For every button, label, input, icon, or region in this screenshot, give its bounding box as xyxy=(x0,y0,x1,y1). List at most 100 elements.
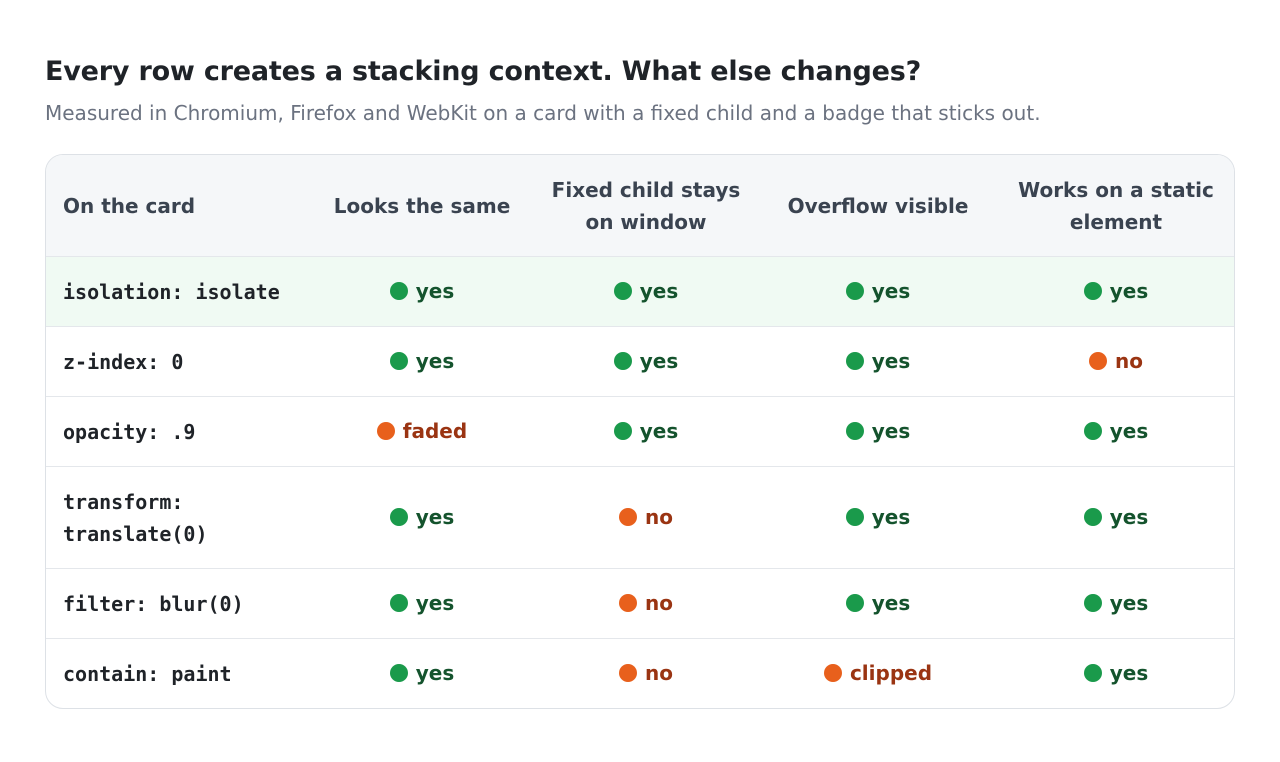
status-dot-icon xyxy=(613,281,632,300)
page-title: Every row creates a stacking context. Wh… xyxy=(45,56,922,87)
status-dot-icon xyxy=(845,507,864,526)
result-text: yes xyxy=(639,278,679,303)
status-dot-icon xyxy=(389,351,408,370)
result-cell: no xyxy=(534,466,758,569)
result-value: yes xyxy=(845,418,911,443)
status-dot-icon xyxy=(1083,421,1102,440)
comparison-card: On the card Looks the same Fixed child s… xyxy=(45,154,1235,709)
status-dot-icon xyxy=(1083,663,1102,682)
table-row: transform: translate(0) yes no yes yes xyxy=(46,466,1234,569)
result-value: yes xyxy=(613,418,679,443)
property-cell: z-index: 0 xyxy=(46,326,310,397)
result-cell: no xyxy=(998,326,1234,397)
result-text: yes xyxy=(871,348,911,373)
status-dot-icon xyxy=(845,281,864,300)
result-text: yes xyxy=(415,278,455,303)
result-cell: faded xyxy=(310,396,534,467)
property-cell: isolation: isolate xyxy=(46,256,310,327)
result-value: yes xyxy=(845,591,910,615)
result-text: yes xyxy=(415,348,455,373)
result-text: no xyxy=(645,590,673,615)
table-row: contain: paint yes no clipped yes xyxy=(46,639,1234,709)
status-dot-icon xyxy=(613,351,632,370)
result-text: yes xyxy=(639,418,679,443)
status-dot-icon xyxy=(845,421,864,440)
result-text: no xyxy=(645,660,673,685)
table-row: isolation: isolate yes yes yes yes xyxy=(46,256,1234,327)
result-value: yes xyxy=(389,278,455,303)
column-header-property: On the card xyxy=(46,155,310,257)
result-text: yes xyxy=(871,504,911,529)
column-header-looks-same: Looks the same xyxy=(310,155,534,257)
result-cell: no xyxy=(534,568,758,639)
result-value: yes xyxy=(845,348,911,373)
result-text: yes xyxy=(1109,278,1149,303)
result-cell: yes xyxy=(758,326,998,397)
status-dot-icon xyxy=(1083,281,1102,300)
table-row: z-index: 0 yes yes yes no xyxy=(46,326,1234,397)
result-text: yes xyxy=(415,590,455,615)
table-row: opacity: .9 faded yes yes yes xyxy=(46,396,1234,467)
status-dot-icon xyxy=(389,281,408,300)
result-text: yes xyxy=(415,660,455,685)
result-text: yes xyxy=(1109,504,1149,529)
result-cell: yes xyxy=(310,256,534,327)
result-value: yes xyxy=(1083,660,1149,685)
result-cell: yes xyxy=(758,396,998,467)
property-cell: transform: translate(0) xyxy=(46,466,310,569)
status-dot-icon xyxy=(1089,351,1107,370)
property-cell: contain: paint xyxy=(63,661,232,686)
result-value: yes xyxy=(389,504,455,529)
result-cell: yes xyxy=(758,256,998,327)
result-cell: yes xyxy=(758,466,998,569)
result-cell: yes xyxy=(310,326,534,397)
column-header-fixed-child: Fixed child stays on window xyxy=(534,155,758,257)
result-cell: yes xyxy=(310,639,534,709)
table-row: filter: blur(0) yes no yes yes xyxy=(46,568,1234,639)
result-text: yes xyxy=(415,504,455,529)
status-dot-icon xyxy=(1083,593,1102,612)
status-dot-icon xyxy=(845,351,864,370)
column-header-static-element: Works on a static element xyxy=(998,155,1234,257)
result-text: yes xyxy=(1109,418,1149,443)
result-cell: yes xyxy=(998,466,1234,569)
result-text: no xyxy=(645,504,673,529)
result-cell: yes xyxy=(998,396,1234,467)
result-value: yes xyxy=(845,279,910,303)
status-dot-icon xyxy=(389,663,408,682)
result-value: no xyxy=(1089,349,1143,373)
result-value: yes xyxy=(1083,418,1149,443)
status-dot-icon xyxy=(389,507,408,526)
status-dot-icon xyxy=(619,663,637,682)
result-value: yes xyxy=(389,348,455,373)
result-value: no xyxy=(619,505,673,529)
result-value: no xyxy=(619,591,673,615)
page: Every row creates a stacking context. Wh… xyxy=(45,54,1235,709)
result-cell: yes xyxy=(998,568,1234,639)
result-text: yes xyxy=(1109,660,1149,685)
result-cell: yes xyxy=(310,568,534,639)
table-header-row: On the card Looks the same Fixed child s… xyxy=(46,155,1234,257)
result-value: yes xyxy=(613,349,678,373)
result-cell: yes xyxy=(998,256,1234,327)
result-cell: yes xyxy=(758,568,998,639)
result-value: yes xyxy=(845,504,911,529)
result-value: yes xyxy=(1083,504,1149,529)
result-cell: yes xyxy=(534,256,758,327)
column-header-overflow-visible: Overflow visible xyxy=(758,155,998,257)
result-text: faded xyxy=(402,418,468,443)
result-cell: yes xyxy=(310,466,534,569)
result-text: yes xyxy=(871,418,911,443)
page-subtitle: Measured in Chromium, Firefox and WebKit… xyxy=(45,101,1041,125)
result-cell: clipped xyxy=(758,639,998,709)
result-value: yes xyxy=(1083,278,1149,303)
status-dot-icon xyxy=(376,421,395,440)
result-text: no xyxy=(1115,348,1143,373)
status-dot-icon xyxy=(619,507,637,526)
status-dot-icon xyxy=(845,593,864,612)
result-value: yes xyxy=(389,590,455,615)
result-cell: yes xyxy=(534,326,758,397)
status-dot-icon xyxy=(619,593,637,612)
result-text: clipped xyxy=(849,660,933,685)
result-cell: yes xyxy=(998,639,1234,709)
